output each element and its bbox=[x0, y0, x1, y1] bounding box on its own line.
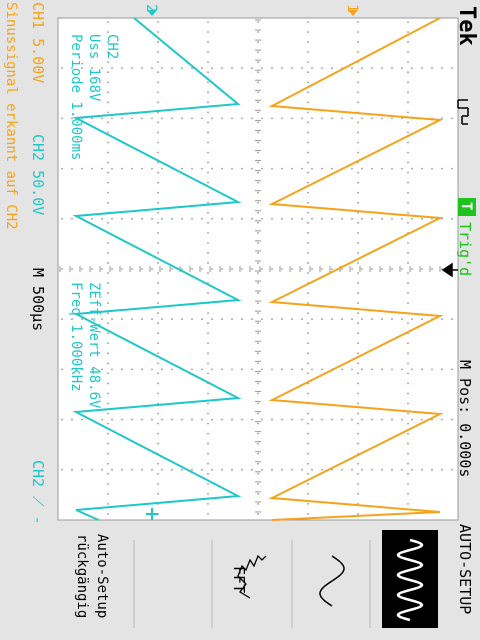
ch2-waveform bbox=[72, 17, 242, 521]
meas-period: Periode 1.000ms bbox=[68, 34, 84, 160]
multi-cycle-sine-icon bbox=[396, 538, 424, 622]
meas-freq: Freq 1.000kHz bbox=[68, 282, 84, 392]
trigger-badge: T bbox=[458, 202, 474, 210]
ch1-scale: CH1 5.00V bbox=[29, 2, 47, 83]
fft-icon bbox=[237, 554, 267, 599]
status-message: Sinussignal erkannt auf CH2 bbox=[3, 2, 19, 230]
trigger-position-arrow-icon bbox=[441, 262, 458, 278]
menu-item-undo-autosetup[interactable]: Auto-Setup rückgängig bbox=[74, 534, 110, 618]
ch1-marker-arrow-icon bbox=[348, 10, 358, 16]
menu-item-single-sine[interactable] bbox=[319, 555, 345, 607]
acquisition-mode-icon bbox=[457, 99, 469, 125]
menu-item-fft[interactable]: FFT bbox=[230, 554, 267, 599]
auto-setup-menu: AUTO-SETUP FFT Auto-Setup rückgängig bbox=[0, 522, 480, 640]
ch2-marker-arrow-icon bbox=[147, 10, 157, 16]
graticule-background bbox=[58, 18, 458, 520]
meas-vpp: Uss 168V bbox=[86, 34, 102, 102]
ch2-trigger-level-icon bbox=[146, 508, 158, 520]
ch2-marker: 2 bbox=[143, 4, 159, 12]
single-cycle-sine-icon bbox=[319, 555, 345, 607]
undo-label-line1: Auto-Setup bbox=[94, 534, 110, 618]
undo-label-line2: rückgängig bbox=[74, 534, 90, 618]
ch2-scale: CH2 50.0V bbox=[29, 134, 47, 215]
brand-logo: Tek bbox=[454, 6, 479, 46]
menu-item-multi-sine[interactable] bbox=[382, 530, 438, 628]
trigger-badge-box bbox=[458, 198, 476, 216]
ch1-waveform bbox=[268, 17, 444, 521]
timebase-scale: M 500µs bbox=[29, 268, 47, 331]
horizontal-position: M Pos: 0.000s bbox=[456, 360, 474, 477]
trigger-status: Trig'd bbox=[456, 222, 474, 276]
menu-title: AUTO-SETUP bbox=[456, 524, 474, 614]
graticule-grid bbox=[57, 17, 459, 521]
meas-ch2-title: CH2 bbox=[104, 34, 120, 59]
meas-rms: ZEff-Wert 48.6V bbox=[86, 282, 102, 409]
fft-label: FFT bbox=[230, 566, 248, 593]
ch1-marker: 1 bbox=[344, 4, 360, 12]
